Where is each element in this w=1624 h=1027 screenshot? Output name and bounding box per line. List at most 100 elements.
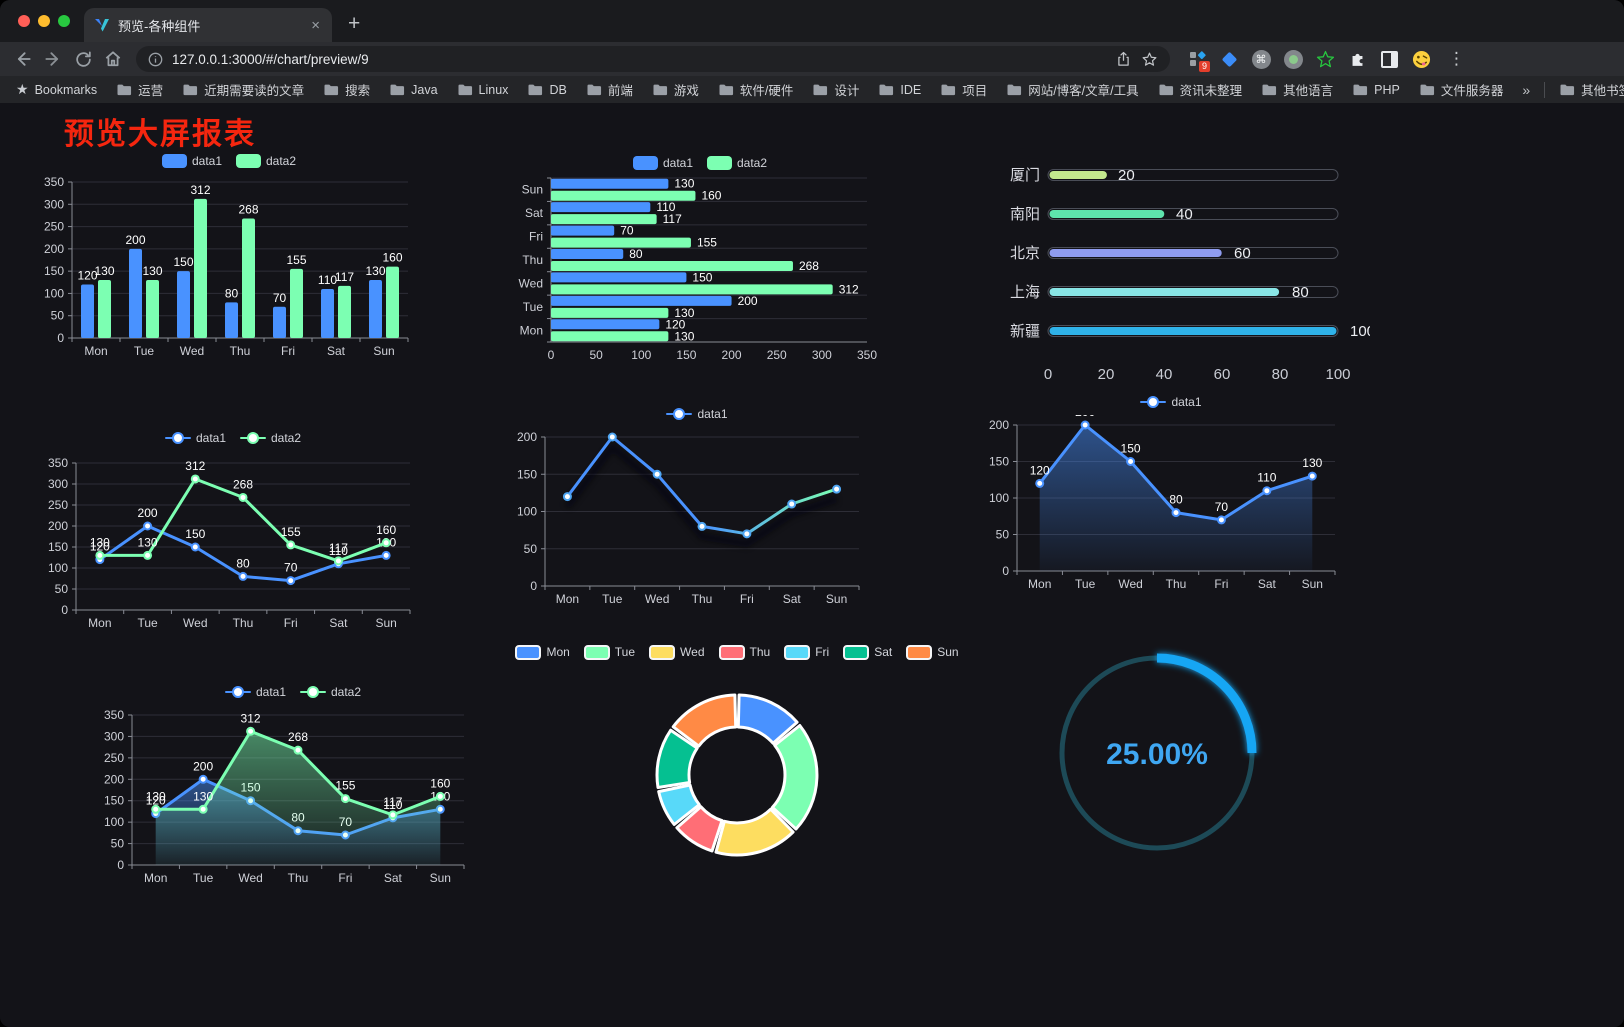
svg-text:Thu: Thu <box>1166 577 1187 591</box>
bookmark-folder[interactable]: 软件/硬件 <box>718 80 793 99</box>
window-minimize-button[interactable] <box>38 15 50 27</box>
legend-marker-icon <box>718 644 745 660</box>
bookmarks-manager[interactable]: ★ Bookmarks <box>16 81 97 98</box>
svg-text:Tue: Tue <box>602 592 623 606</box>
bookmarks-overflow-button[interactable]: » <box>1522 81 1531 98</box>
svg-text:150: 150 <box>517 467 537 481</box>
multi-area-chart: data1 data2 0 50 100 150 200 250 300 350 Mon Tue Wed… <box>100 679 486 895</box>
bookmark-folder[interactable]: Linux <box>457 82 509 97</box>
svg-text:Fri: Fri <box>1214 577 1228 591</box>
bookmark-folder[interactable]: 项目 <box>940 80 987 99</box>
bookmark-folder[interactable]: 近期需要读的文章 <box>182 80 304 99</box>
legend-item-Sun[interactable]: Sun <box>906 644 959 660</box>
extensions-puzzle-icon[interactable] <box>1346 48 1368 70</box>
url-bar[interactable]: 127.0.0.1:3000/#/chart/preview/9 <box>136 46 1170 72</box>
svg-text:100: 100 <box>1350 323 1370 340</box>
svg-text:Sun: Sun <box>826 592 847 606</box>
svg-text:117: 117 <box>335 270 354 284</box>
svg-text:160: 160 <box>376 523 396 537</box>
legend-item-Wed[interactable]: Wed <box>649 644 705 660</box>
svg-text:312: 312 <box>839 282 859 296</box>
svg-text:Mon: Mon <box>88 616 111 630</box>
bookmark-folder[interactable]: DB <box>527 83 567 97</box>
url-text[interactable]: 127.0.0.1:3000/#/chart/preview/9 <box>172 51 369 67</box>
c4-plot: 0 50 100 150 200 250 300 350 Mon Tue Wed Thu Fri Sat S… <box>48 456 411 630</box>
bookmark-folder[interactable]: 网站/博客/文章/工具 <box>1006 80 1139 99</box>
svg-text:Tue: Tue <box>134 344 155 358</box>
svg-text:268: 268 <box>238 203 258 217</box>
svg-text:250: 250 <box>48 498 68 512</box>
extension-gem-icon[interactable] <box>1218 48 1240 70</box>
window-maximize-button[interactable] <box>58 15 70 27</box>
bookmark-folder[interactable]: 搜索 <box>323 80 370 99</box>
svg-text:110: 110 <box>656 200 675 214</box>
svg-text:Mon: Mon <box>520 323 543 337</box>
bookmark-label: Linux <box>478 82 509 97</box>
svg-text:100: 100 <box>989 491 1009 505</box>
svg-text:312: 312 <box>241 711 261 725</box>
legend-item-Sat[interactable]: Sat <box>843 644 892 660</box>
extension-badge: 9 <box>1198 61 1210 72</box>
bookmark-folder[interactable]: 运营 <box>116 80 163 99</box>
forward-icon[interactable] <box>38 49 68 69</box>
bookmark-folder[interactable]: 其他语言 <box>1261 80 1333 99</box>
bookmark-folder[interactable]: PHP <box>1352 83 1400 97</box>
svg-text:Sun: Sun <box>375 616 396 630</box>
legend-item-Fri[interactable]: Fri <box>784 644 829 660</box>
bookmark-folder[interactable]: Java <box>389 83 438 97</box>
bookmark-folder[interactable]: 文件服务器 <box>1419 80 1503 99</box>
svg-text:200: 200 <box>989 418 1009 432</box>
svg-text:130: 130 <box>674 329 694 343</box>
legend-item-data2[interactable]: data2 <box>300 685 361 699</box>
home-icon[interactable] <box>98 49 128 69</box>
bookmark-folder[interactable]: 设计 <box>812 80 859 99</box>
extension-record-icon[interactable] <box>1282 48 1304 70</box>
emoji-extension-icon[interactable] <box>1410 48 1432 70</box>
legend-item-data2[interactable]: data2 <box>240 431 301 445</box>
legend-item-data1[interactable]: data1 <box>666 407 728 421</box>
extension-grid-icon[interactable]: 9 <box>1186 48 1210 72</box>
bookmark-label: 运营 <box>138 84 164 98</box>
bookmark-label: IDE <box>900 82 922 97</box>
back-icon[interactable] <box>8 49 38 69</box>
window-close-button[interactable] <box>18 15 30 27</box>
browser-menu-icon[interactable]: ⋮ <box>1448 49 1465 68</box>
legend-item-data1[interactable]: data1 <box>161 154 222 168</box>
tab-strip: 预览-各种组件 × + <box>0 0 1624 42</box>
legend-item-data1[interactable]: data1 <box>1140 395 1202 409</box>
bookmark-star-icon[interactable] <box>1141 51 1158 68</box>
c8-plot <box>655 693 819 857</box>
other-bookmarks-folder[interactable]: 其他书签 <box>1559 80 1624 99</box>
legend-item-Mon[interactable]: Mon <box>515 644 570 660</box>
svg-text:268: 268 <box>233 477 253 491</box>
browser-tab[interactable]: 预览-各种组件 × <box>84 8 332 42</box>
extension-star-icon[interactable] <box>1314 48 1336 70</box>
legend-item-data2[interactable]: data2 <box>707 156 767 170</box>
legend-item-data1[interactable]: data1 <box>164 431 226 445</box>
legend-item-data1[interactable]: data1 <box>632 156 693 170</box>
bookmark-folder[interactable]: 游戏 <box>652 80 699 99</box>
legend-item-Thu[interactable]: Thu <box>718 644 770 660</box>
reading-mode-icon[interactable] <box>1378 48 1400 70</box>
share-icon[interactable] <box>1115 51 1132 68</box>
svg-text:Thu: Thu <box>522 253 543 267</box>
grouped-bar-chart: data1 data2 0 50 100 150 200 250 300 350 Mon Tue Wed… <box>38 148 420 366</box>
legend-item-data1[interactable]: data1 <box>224 685 286 699</box>
reload-icon[interactable] <box>68 50 98 69</box>
legend-item-Tue[interactable]: Tue <box>583 644 635 660</box>
svg-text:150: 150 <box>173 255 193 269</box>
traffic-lights <box>0 0 84 42</box>
new-tab-button[interactable]: + <box>348 12 361 35</box>
site-info-icon[interactable] <box>148 52 163 67</box>
legend-label: Sun <box>937 645 959 659</box>
bookmark-folder[interactable]: IDE <box>878 83 921 97</box>
tab-close-icon[interactable]: × <box>311 16 320 34</box>
bookmark-folder[interactable]: 前端 <box>586 80 633 99</box>
extension-command-icon[interactable]: ⌘ <box>1250 48 1272 70</box>
svg-text:70: 70 <box>284 561 298 575</box>
legend-item-data2[interactable]: data2 <box>236 154 296 168</box>
svg-text:Fri: Fri <box>284 616 298 630</box>
area-line-chart: data1 0 50 100 150 200 Mon Tue Wed Thu Fri Sat Sun 12… <box>985 389 1357 601</box>
bookmarks-divider <box>1544 81 1546 98</box>
bookmark-folder[interactable]: 资讯未整理 <box>1158 80 1242 99</box>
